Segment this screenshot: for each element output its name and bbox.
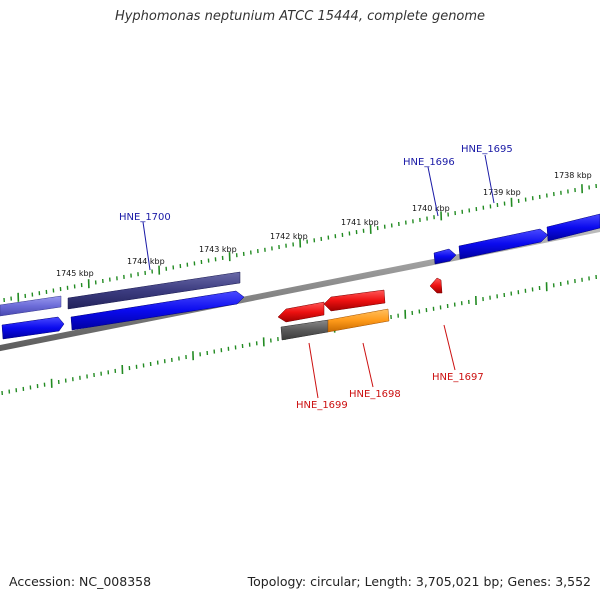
tick-label-1742: 1742 kbp [270,232,308,241]
tick-row-top [3,183,597,303]
gene-feature[interactable] [280,319,329,341]
tick-label-1738: 1738 kbp [554,171,592,180]
topology-text: Topology: circular; Length: 3,705,021 bp… [247,574,591,589]
accession-text: Accession: NC_008358 [9,574,152,589]
leader-line [484,154,495,204]
leader-line [308,342,319,399]
gene-label-hne-1696[interactable]: HNE_1696 [403,157,455,168]
gene-label-hne-1698[interactable]: HNE_1698 [349,389,401,400]
gene-feature[interactable] [0,295,62,317]
gene-arrow-forward[interactable] [546,213,600,242]
gene-arrow-reverse[interactable] [429,277,443,294]
gene-label-hne-1700[interactable]: HNE_1700 [119,212,171,223]
tick-label-1745: 1745 kbp [56,269,94,278]
gene-label-hne-1699[interactable]: HNE_1699 [296,400,348,411]
tick-label-1741: 1741 kbp [341,218,379,227]
reverse-strand-genes [277,277,443,323]
gene-arrow-forward[interactable] [1,316,65,340]
reverse-strand-outer [280,308,390,341]
gene-leader-lines [142,154,495,399]
gene-arrow-forward[interactable] [433,248,457,265]
gene-arrow-forward[interactable] [70,290,245,331]
gene-arrow-reverse[interactable] [277,301,325,323]
leader-line [427,166,439,217]
leader-line [443,324,456,371]
tick-labels: 1745 kbp 1744 kbp 1743 kbp 1742 kbp 1741… [56,171,592,278]
gene-label-hne-1697[interactable]: HNE_1697 [432,372,484,383]
gene-feature-highlight[interactable] [327,308,390,333]
gene-arrow-reverse[interactable] [323,289,386,312]
gene-arrow-forward[interactable] [458,228,549,260]
forward-strand-outer [0,271,241,317]
genome-title: Hyphomonas neptunium ATCC 15444, complet… [114,9,486,24]
gene-labels: HNE_1700 HNE_1696 HNE_1695 HNE_1699 HNE_… [119,144,513,411]
gene-feature[interactable] [67,271,241,310]
leader-line [142,221,151,271]
tick-label-1743: 1743 kbp [199,245,237,254]
gene-label-hne-1695[interactable]: HNE_1695 [461,144,513,155]
tick-label-1744: 1744 kbp [127,257,165,266]
tick-label-1740: 1740 kbp [412,204,450,213]
tick-label-1739: 1739 kbp [483,188,521,197]
leader-line [362,342,374,388]
forward-strand-genes [1,213,600,340]
